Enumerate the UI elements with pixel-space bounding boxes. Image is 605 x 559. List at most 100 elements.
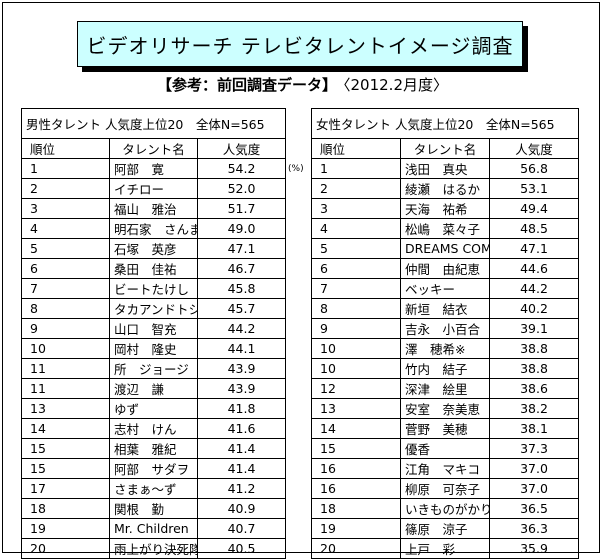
table-row: 18 関根 勤 40.9 bbox=[21, 498, 286, 519]
unit-label: (%) bbox=[288, 164, 304, 174]
name-cell: Mr. Children bbox=[109, 518, 198, 539]
value-cell: 53.1 bbox=[489, 178, 579, 199]
name-cell: 阿部 サダヲ bbox=[109, 458, 198, 479]
value-cell: 45.7 bbox=[197, 298, 286, 319]
name-cell: 明石家 さんま bbox=[109, 218, 198, 239]
rank-cell: 18 bbox=[311, 498, 401, 519]
table-row: 3 天海 祐希 49.4 bbox=[311, 198, 579, 219]
name-cell: 石塚 英彦 bbox=[109, 238, 198, 259]
rank-cell: 6 bbox=[311, 258, 401, 279]
table-row: 4 松嶋 菜々子 48.5 bbox=[311, 218, 579, 239]
rank-cell: 14 bbox=[311, 418, 401, 439]
female-rows: 1 浅田 真央 56.8 2 綾瀬 はるか 53.1 3 天海 祐希 49.4 4 松嶋 菜々子 48… bbox=[311, 158, 579, 559]
col-value: 人気度 bbox=[489, 138, 579, 159]
value-cell: 46.7 bbox=[197, 258, 286, 279]
value-cell: 37.0 bbox=[489, 478, 579, 499]
table-row: 6 桑田 佳祐 46.7 bbox=[21, 258, 286, 279]
rank-cell: 5 bbox=[311, 238, 401, 259]
col-value: 人気度 bbox=[197, 138, 286, 159]
rank-cell: 15 bbox=[311, 438, 401, 459]
name-cell: 阿部 寛 bbox=[109, 158, 198, 179]
rank-cell: 9 bbox=[21, 318, 110, 339]
table-row: 9 吉永 小百合 39.1 bbox=[311, 318, 579, 339]
value-cell: 40.2 bbox=[489, 298, 579, 319]
col-rank: 順位 bbox=[311, 138, 401, 159]
male-table-header: 男性タレント 人気度上位20 全体N=565 bbox=[21, 108, 286, 139]
table-row: 15 優香 37.3 bbox=[311, 438, 579, 459]
table-row: 7 ベッキー 44.2 bbox=[311, 278, 579, 299]
value-cell: 36.5 bbox=[489, 498, 579, 519]
table-row: 18 いきものがかり 36.5 bbox=[311, 498, 579, 519]
name-cell: 江角 マキコ bbox=[400, 458, 490, 479]
rank-cell: 11 bbox=[21, 378, 110, 399]
table-row: 2 綾瀬 はるか 53.1 bbox=[311, 178, 579, 199]
value-cell: 49.4 bbox=[489, 198, 579, 219]
table-row: 2 イチロー 52.0 bbox=[21, 178, 286, 199]
value-cell: 51.7 bbox=[197, 198, 286, 219]
value-cell: 47.1 bbox=[489, 238, 579, 259]
name-cell: 岡村 隆史 bbox=[109, 338, 198, 359]
value-cell: 48.5 bbox=[489, 218, 579, 239]
value-cell: 49.0 bbox=[197, 218, 286, 239]
rank-cell: 13 bbox=[311, 398, 401, 419]
rank-cell: 16 bbox=[311, 478, 401, 499]
value-cell: 45.8 bbox=[197, 278, 286, 299]
table-row: 5 石塚 英彦 47.1 bbox=[21, 238, 286, 259]
rank-cell: 5 bbox=[21, 238, 110, 259]
name-cell: 綾瀬 はるか bbox=[400, 178, 490, 199]
table-row: 10 竹内 結子 38.8 bbox=[311, 358, 579, 379]
value-cell: 52.0 bbox=[197, 178, 286, 199]
table-row: 11 所 ジョージ 43.9 bbox=[21, 358, 286, 379]
value-cell: 41.4 bbox=[197, 458, 286, 479]
table-row: 14 志村 けん 41.6 bbox=[21, 418, 286, 439]
table-row: 10 澤 穂希※ 38.8 bbox=[311, 338, 579, 359]
name-cell: 吉永 小百合 bbox=[400, 318, 490, 339]
name-cell: 菅野 美穂 bbox=[400, 418, 490, 439]
value-cell: 41.4 bbox=[197, 438, 286, 459]
rank-cell: 15 bbox=[21, 438, 110, 459]
rank-cell: 17 bbox=[21, 478, 110, 499]
name-cell: ベッキー bbox=[400, 278, 490, 299]
name-cell: 雨上がり決死隊 bbox=[109, 538, 198, 559]
col-name: タレント名 bbox=[109, 138, 198, 159]
name-cell: 竹内 結子 bbox=[400, 358, 490, 379]
table-row: 20 雨上がり決死隊 40.5 bbox=[21, 538, 286, 559]
value-cell: 39.1 bbox=[489, 318, 579, 339]
rank-cell: 16 bbox=[311, 458, 401, 479]
rank-cell: 11 bbox=[21, 358, 110, 379]
value-cell: 38.1 bbox=[489, 418, 579, 439]
name-cell: 浅田 真央 bbox=[400, 158, 490, 179]
rank-cell: 19 bbox=[21, 518, 110, 539]
name-cell: 澤 穂希※ bbox=[400, 338, 490, 359]
table-row: 19 Mr. Children 40.7 bbox=[21, 518, 286, 539]
value-cell: 44.2 bbox=[197, 318, 286, 339]
name-cell: ゆず bbox=[109, 398, 198, 419]
rank-cell: 1 bbox=[311, 158, 401, 179]
rank-cell: 20 bbox=[311, 538, 401, 559]
rank-cell: 20 bbox=[21, 538, 110, 559]
rank-cell: 7 bbox=[311, 278, 401, 299]
value-cell: 40.9 bbox=[197, 498, 286, 519]
table-row: 4 明石家 さんま 49.0 bbox=[21, 218, 286, 239]
page-title: ビデオリサーチ テレビタレントイメージ調査 bbox=[77, 21, 523, 67]
value-cell: 40.7 bbox=[197, 518, 286, 539]
name-cell: 柳原 可奈子 bbox=[400, 478, 490, 499]
rank-cell: 7 bbox=[21, 278, 110, 299]
name-cell: 仲間 由紀恵 bbox=[400, 258, 490, 279]
subtitle: 【参考：前回調査データ】 〈2012.2月度〉 bbox=[0, 74, 605, 95]
value-cell: 54.2 bbox=[197, 158, 286, 179]
value-cell: 38.8 bbox=[489, 338, 579, 359]
value-cell: 44.2 bbox=[489, 278, 579, 299]
rank-cell: 12 bbox=[311, 378, 401, 399]
rank-cell: 3 bbox=[21, 198, 110, 219]
table-row: 13 安室 奈美恵 38.2 bbox=[311, 398, 579, 419]
rank-cell: 4 bbox=[21, 218, 110, 239]
female-table-header: 女性タレント 人気度上位20 全体N=565 bbox=[311, 108, 579, 139]
rank-cell: 8 bbox=[21, 298, 110, 319]
rank-cell: 1 bbox=[21, 158, 110, 179]
name-cell: 福山 雅治 bbox=[109, 198, 198, 219]
rank-cell: 2 bbox=[21, 178, 110, 199]
name-cell: 新垣 結衣 bbox=[400, 298, 490, 319]
